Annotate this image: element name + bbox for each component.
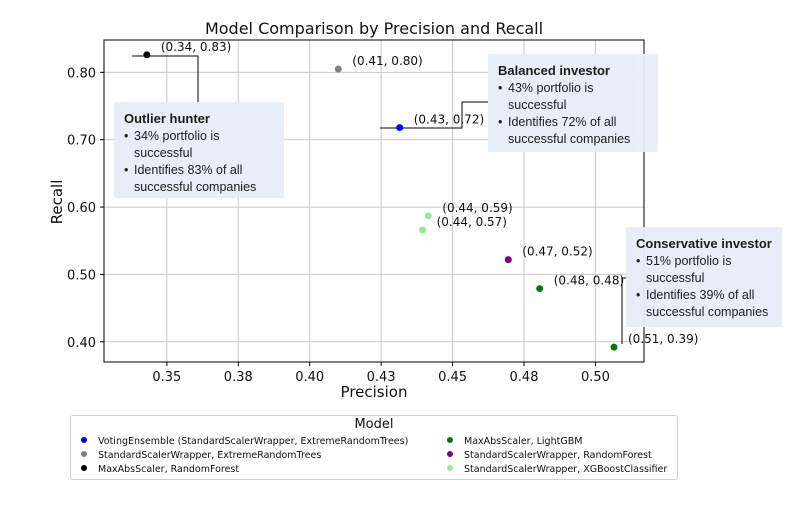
legend-label: StandardScalerWrapper, ExtremeRandomTree… — [98, 450, 322, 461]
callout-bullet: Identifies 72% of all successful compani… — [498, 114, 648, 148]
data-label: (0.44, 0.57) — [437, 215, 507, 229]
legend-label: VotingEnsemble (StandardScalerWrapper, E… — [98, 436, 409, 447]
chart-title: Model Comparison by Precision and Recall — [205, 19, 543, 38]
legend-entry: StandardScalerWrapper, XGBoostClassifier — [447, 464, 667, 476]
callout-bullet: 34% portfolio is successful — [124, 128, 274, 162]
data-point — [396, 124, 404, 132]
callout-title: Balanced investor — [498, 63, 610, 78]
data-point — [419, 226, 427, 234]
legend-label: StandardScalerWrapper, RandomForest — [464, 450, 652, 461]
x-tick-label: 0.48 — [510, 370, 539, 385]
point-labels: (0.34, 0.83) (0.41, 0.80) (0.43, 0.72) (0.4… — [161, 40, 699, 346]
callout-bullet: Identifies 83% of all successful compani… — [124, 162, 274, 196]
legend-marker — [81, 451, 87, 457]
data-label: (0.34, 0.83) — [161, 40, 231, 54]
legend-entry: VotingEnsemble (StandardScalerWrapper, E… — [81, 436, 408, 448]
legend: Model VotingEnsemble (StandardScalerWrap… — [70, 415, 678, 480]
connector-outlier — [132, 55, 199, 102]
y-tick-label: 0.70 — [67, 134, 96, 149]
data-point — [610, 343, 618, 351]
legend-marker — [81, 437, 87, 443]
legend-entry: StandardScalerWrapper, ExtremeRandomTree… — [81, 450, 321, 462]
legend-title: Model — [354, 417, 394, 432]
legend-label: StandardScalerWrapper, XGBoostClassifier — [464, 464, 668, 475]
y-tick-label: 0.60 — [67, 201, 96, 216]
data-point — [143, 51, 151, 59]
legend-entry: MaxAbsScaler, RandomForest — [81, 464, 239, 476]
data-point — [536, 285, 544, 293]
x-axis-label: Precision — [341, 383, 408, 401]
callout-bullet: 51% portfolio is successful — [636, 253, 772, 287]
data-label: (0.51, 0.39) — [628, 332, 698, 346]
data-points — [143, 51, 618, 351]
plot-frame — [103, 39, 645, 363]
data-label: (0.44, 0.59) — [442, 201, 512, 215]
legend-label: MaxAbsScaler, RandomForest — [98, 464, 240, 475]
x-tick-label: 0.35 — [152, 370, 181, 385]
legend-marker — [447, 451, 453, 457]
callout-bullet: 43% portfolio is successful — [498, 80, 648, 114]
callout-outlier-hunter: Outlier hunter 34% portfolio is successf… — [114, 102, 284, 198]
legend-entry: MaxAbsScaler, LightGBM — [447, 436, 582, 448]
callout-title: Outlier hunter — [124, 111, 210, 126]
data-label: (0.48, 0.48) — [554, 274, 624, 288]
legend-label: MaxAbsScaler, LightGBM — [464, 436, 583, 447]
x-tick-label: 0.40 — [295, 370, 324, 385]
y-tick-label: 0.40 — [67, 336, 96, 351]
y-tick-label: 0.80 — [67, 66, 96, 81]
data-label: (0.41, 0.80) — [352, 54, 422, 68]
connector-balanced — [380, 101, 488, 129]
legend-entry: StandardScalerWrapper, RandomForest — [447, 450, 652, 462]
data-point — [334, 65, 342, 73]
data-point — [504, 256, 512, 264]
y-axis-label: Recall — [48, 180, 66, 225]
data-label: (0.47, 0.52) — [522, 245, 592, 259]
x-tick-label: 0.43 — [367, 370, 396, 385]
callout-conservative-investor: Conservative investor 51% portfolio is s… — [626, 227, 782, 327]
y-axis-ticks: 0.40 0.50 0.60 0.70 0.80 — [67, 66, 104, 351]
y-tick-label: 0.50 — [67, 268, 96, 283]
legend-marker — [447, 465, 453, 471]
legend-marker — [447, 437, 453, 443]
data-label: (0.43, 0.72) — [414, 113, 484, 127]
callout-title: Conservative investor — [636, 236, 772, 251]
x-tick-label: 0.45 — [438, 370, 467, 385]
x-axis-ticks: 0.35 0.38 0.40 0.43 0.45 0.48 0.50 — [152, 362, 610, 385]
data-point — [424, 212, 432, 220]
callout-balanced-investor: Balanced investor 43% portfolio is succe… — [488, 54, 658, 152]
callout-bullet: Identifies 39% of all successful compani… — [636, 287, 772, 321]
x-tick-label: 0.50 — [581, 370, 610, 385]
x-tick-label: 0.38 — [224, 370, 253, 385]
legend-marker — [81, 465, 87, 471]
